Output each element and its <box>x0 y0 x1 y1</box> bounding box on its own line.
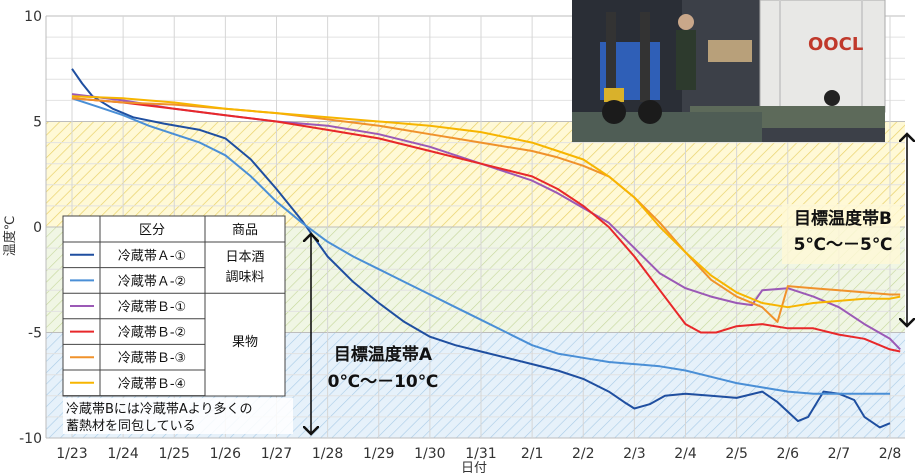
x-tick-label: 1/27 <box>261 446 292 462</box>
legend-product-a-line1: 日本酒 <box>225 250 264 265</box>
y-tick-label: -5 <box>28 326 42 342</box>
series-line-1 <box>71 68 891 429</box>
x-tick-label: 1/24 <box>107 446 139 462</box>
legend-row-label: 冷蔵帯Ｂ-① <box>118 300 186 315</box>
note-box: 冷蔵帯Bには冷蔵帯Aより多くの 蓄熱材を同包している <box>63 398 293 434</box>
legend-product-b: 果物 <box>232 335 258 350</box>
band-b-title: 目標温度帯B <box>794 208 892 229</box>
y-tick-label: 5 <box>33 115 42 131</box>
x-axis-title: 日付 <box>461 461 487 476</box>
legend-row-label: 冷蔵帯Ｂ-③ <box>118 351 186 366</box>
x-tick-label: 2/7 <box>828 446 851 462</box>
y-tick-label: -10 <box>19 431 42 447</box>
x-tick-label: 2/5 <box>725 446 748 462</box>
legend-row-label: 冷蔵帯Ａ-① <box>118 249 186 264</box>
legend-row-label: 冷蔵帯Ｂ-② <box>118 326 186 341</box>
x-tick-label: 2/1 <box>521 446 544 462</box>
series-line-4 <box>71 97 901 353</box>
y-tick-label: 10 <box>24 9 42 25</box>
x-tick-label: 1/29 <box>363 446 394 462</box>
series-lines <box>71 68 901 429</box>
x-tick-label: 1/23 <box>56 446 87 462</box>
x-tick-label: 1/28 <box>312 446 343 462</box>
y-axis-title: 温度℃ <box>2 216 18 257</box>
forklift-photo: OOCL <box>572 0 886 142</box>
x-tick-label: 2/4 <box>674 446 697 462</box>
x-tick-labels: 1/23 1/24 1/25 1/26 1/27 1/28 1/29 1/30 1/31 2/1 2… <box>56 446 901 462</box>
x-tick-label: 2/6 <box>776 446 799 462</box>
x-tick-label: 1/26 <box>210 446 242 462</box>
x-tick-label: 1/31 <box>465 446 496 462</box>
legend-header-product: 商品 <box>232 223 258 238</box>
series-line-6 <box>71 95 901 309</box>
x-tick-label: 1/25 <box>159 446 190 462</box>
legend-header-category: 区分 <box>139 223 165 238</box>
x-tick-label: 2/3 <box>623 446 646 462</box>
note-line-2: 蓄熱材を同包している <box>66 419 196 434</box>
x-tick-label: 2/2 <box>572 446 595 462</box>
band-a-range: 0℃～－10℃ <box>328 372 439 392</box>
y-tick-labels: 10 5 0 -5 -10 <box>19 9 42 447</box>
x-tick-label: 2/8 <box>879 446 902 462</box>
photo-container-logo: OOCL <box>808 34 863 55</box>
band-b-annotation: 目標温度帯B 5℃～－5℃ <box>782 134 907 326</box>
band-b-range: 5℃～－5℃ <box>794 235 893 255</box>
note-line-1: 冷蔵帯Bには冷蔵帯Aより多くの <box>66 401 253 417</box>
series-line-2 <box>71 97 890 395</box>
legend-row-label: 冷蔵帯Ｂ-④ <box>118 377 186 392</box>
legend-product-a-line2: 調味料 <box>225 270 264 285</box>
band-a-title: 目標温度帯A <box>334 344 433 365</box>
band-a-annotation: 目標温度帯A 0℃～－10℃ <box>311 234 438 434</box>
y-tick-label: 0 <box>33 220 42 236</box>
legend-row-label: 冷蔵帯Ａ-② <box>118 274 186 289</box>
x-tick-label: 1/30 <box>414 446 445 462</box>
legend-table: 区分 商品 冷蔵帯Ａ-① 冷蔵帯Ａ-② 冷蔵帯Ｂ-① 冷蔵帯Ｂ-② 冷蔵帯Ｂ-③ 冷蔵帯Ｂ… <box>62 215 286 397</box>
